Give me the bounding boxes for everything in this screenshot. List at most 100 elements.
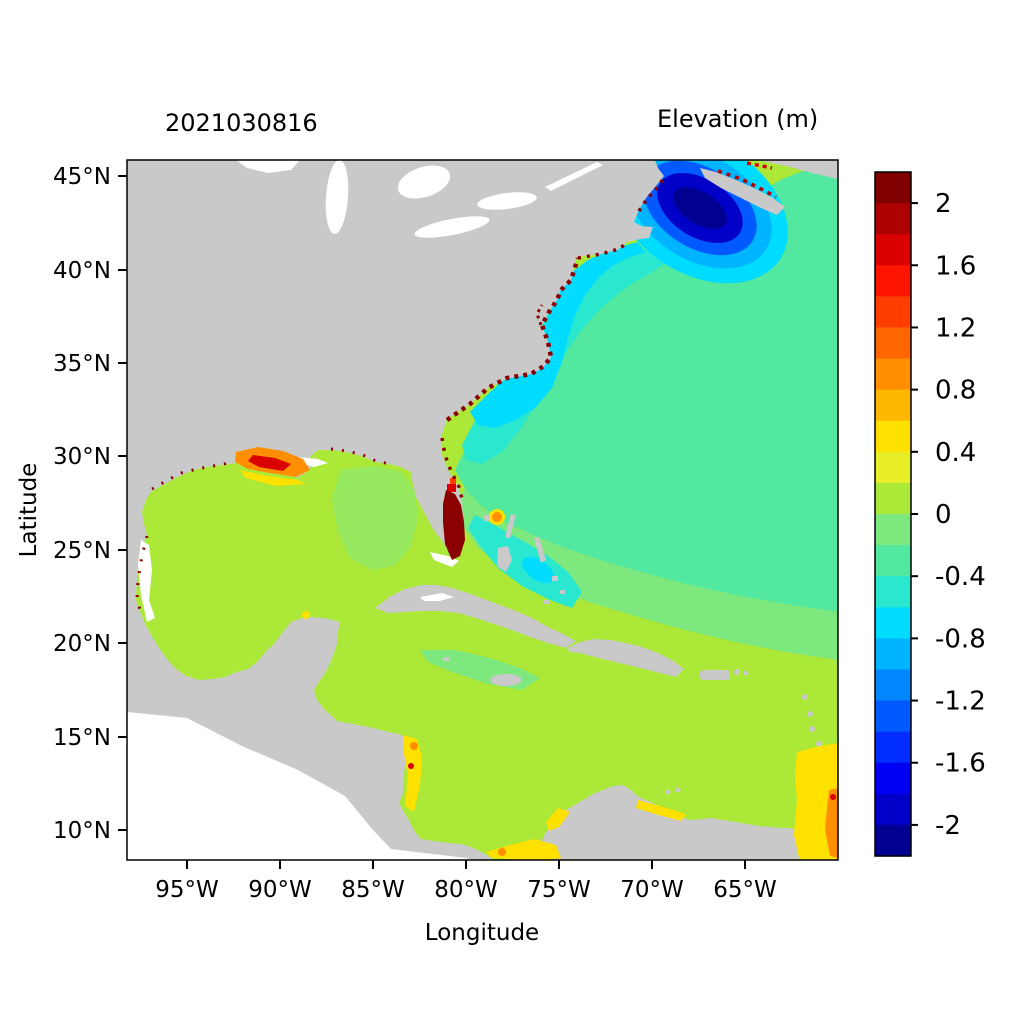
- colorbar-band: [875, 358, 911, 391]
- lat-tick-label: 40°N: [53, 258, 111, 284]
- colorbar-band: [875, 327, 911, 360]
- lon-tick-label: 65°W: [713, 877, 777, 903]
- nicaragua-coast-yellow: [403, 735, 422, 812]
- colorbar-tick-label: 2: [935, 189, 952, 219]
- lat-tick-label: 25°N: [53, 538, 111, 564]
- island-puerto-rico: [700, 670, 730, 680]
- high-water-features: [235, 447, 838, 860]
- colorbar-band: [875, 420, 911, 453]
- colorbar-title: Elevation (m): [657, 105, 818, 133]
- island-virgin-2: [743, 670, 749, 676]
- honduras-coast-orange: [410, 742, 418, 750]
- colorbar-band: [875, 607, 911, 639]
- colorbar-tick-label: -2: [935, 811, 961, 841]
- lake-huron: [397, 165, 451, 199]
- colorbar-band: [875, 482, 911, 515]
- lat-tick-label: 10°N: [53, 818, 111, 844]
- longitude-axis: 95°W 90°W 85°W 80°W 75°W 70°W 65°W: [155, 860, 777, 903]
- colombia-coast-yellow: [546, 808, 570, 831]
- colorbar-band: [875, 203, 911, 235]
- colorbar-band: [875, 296, 911, 329]
- colorbar-tick-label: -0.8: [935, 624, 986, 654]
- venezuela-coast-yellow: [636, 800, 686, 821]
- island-jamaica: [490, 674, 522, 686]
- louisiana-surge-red: [248, 455, 291, 471]
- colorbar-band: [875, 389, 911, 422]
- lat-tick-label: 20°N: [53, 631, 111, 657]
- lat-tick-label: 45°N: [53, 164, 111, 190]
- florida-surge-plume: [443, 490, 465, 560]
- island-cayman: [443, 657, 450, 661]
- st-lawrence-river: [545, 162, 603, 191]
- colorbar-band: [875, 638, 911, 671]
- bahama-bank-orange: [492, 512, 502, 522]
- island-eleuthera: [534, 537, 546, 563]
- land-north-america: [127, 160, 664, 860]
- colorbar-tick-label: -1.2: [935, 687, 986, 717]
- colorbar-tick-label: -1.6: [935, 749, 986, 779]
- island-antilles-1: [802, 694, 808, 700]
- island-andros: [497, 546, 512, 572]
- florida-bay-dry: [430, 552, 459, 567]
- map-frame: [126, 159, 839, 861]
- lon-tick-label: 70°W: [620, 877, 684, 903]
- colorbar-band: [875, 451, 911, 484]
- yucatan-coast-yellow: [302, 611, 310, 619]
- lake-superior-tip: [236, 160, 300, 173]
- run-date-title: 2021030816: [165, 109, 318, 137]
- island-antilles-2: [807, 711, 813, 717]
- lat-tick-label: 30°N: [53, 444, 111, 470]
- colorbar: 2 1.6 1.2 0.8 0.4 0 -0.4 -0.8 -1.2 -1.6 -2: [874, 171, 986, 857]
- island-bahama-se3: [544, 600, 549, 604]
- lake-erie: [414, 216, 490, 238]
- nicaragua-coast-red: [408, 763, 414, 769]
- island-virgin-1: [734, 669, 740, 675]
- colorbar-band: [875, 669, 911, 702]
- colorbar-band: [875, 700, 911, 733]
- colorbar-tick-label: 1.2: [935, 313, 976, 343]
- lake-michigan: [325, 160, 349, 234]
- x-axis-title: Longitude: [425, 920, 539, 946]
- island-hispaniola: [567, 639, 684, 677]
- colorbar-band: [875, 824, 911, 857]
- colorbar-tick-label: 1.6: [935, 251, 976, 281]
- panama-coast-orange: [498, 848, 506, 856]
- island-bahama-se2: [560, 590, 565, 594]
- island-antilles-4: [816, 741, 822, 747]
- colorbar-tick-label: -0.4: [935, 562, 986, 592]
- land-south-america: [532, 785, 838, 860]
- colorbar-band: [875, 265, 911, 297]
- map-content: [127, 160, 838, 860]
- florida-plume-red-tip: [447, 484, 456, 492]
- north-cuba-dry: [420, 593, 454, 601]
- colorbar-band: [875, 731, 911, 764]
- island-antilles-3: [809, 726, 815, 732]
- se-corner-red: [830, 794, 836, 800]
- transition-green-band: [455, 488, 838, 660]
- latitude-axis: 45°N 40°N 35°N 30°N 25°N 20°N 15°N 10°N: [53, 164, 127, 844]
- lat-tick-label: 35°N: [53, 351, 111, 377]
- colorbar-band: [875, 545, 911, 577]
- colorbar-band: [875, 172, 911, 204]
- lat-tick-label: 15°N: [53, 725, 111, 751]
- colorbar-band: [875, 576, 911, 608]
- east-gulf-green-pocket: [332, 466, 418, 570]
- louisiana-surge-yellow: [240, 470, 306, 486]
- lon-tick-label: 80°W: [434, 877, 498, 903]
- colorbar-tick-label: 0.4: [935, 438, 976, 468]
- lon-tick-label: 90°W: [248, 877, 312, 903]
- colorbar-tick-label: 0: [935, 500, 952, 530]
- nearshore-cyan-band: [470, 242, 645, 428]
- island-curacao-1: [665, 789, 671, 795]
- colorbar-band: [875, 234, 911, 266]
- coastal-artifact-speckles: [135, 161, 777, 617]
- land-canada-corner: [756, 160, 838, 179]
- land-nova-scotia: [700, 168, 785, 215]
- lon-tick-label: 85°W: [341, 877, 405, 903]
- bahamas-cyan-spot: [522, 556, 554, 584]
- lake-ontario: [477, 192, 537, 210]
- colorbar-band: [875, 514, 911, 546]
- island-abaco: [505, 513, 516, 539]
